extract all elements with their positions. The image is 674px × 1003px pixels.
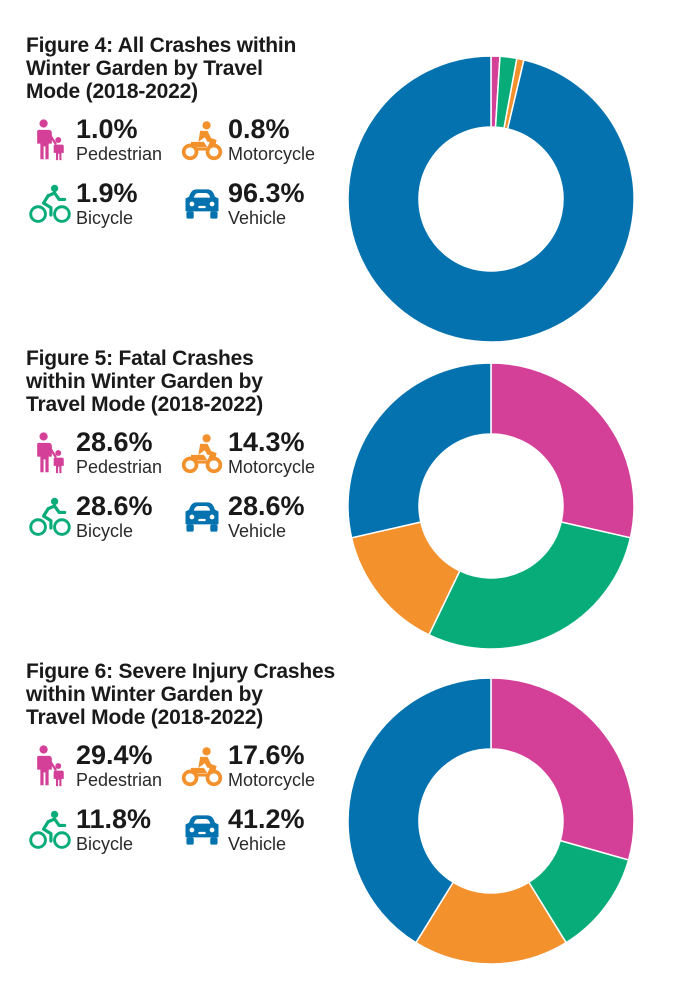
slice-vehicle [347,55,635,343]
legend-label: Bicycle [76,208,134,228]
legend-item-motorcycle: 0.8% Motorcycle [178,114,338,170]
legend-value: 29.4% [76,740,153,770]
legend-value: 11.8% [76,804,152,834]
pedestrian-icon [26,118,74,162]
figure-6: Figure 6: Severe Injury Crashes within W… [0,660,674,980]
legend-item-vehicle: 96.3% Vehicle [178,178,338,234]
legend-value: 96.3% [228,178,305,208]
donut-chart [346,676,636,966]
car-icon [178,808,226,852]
title-line: Figure 4: All Crashes within [26,34,297,57]
bicycle-icon [26,808,74,852]
figure-5: Figure 5: Fatal Crashes within Winter Ga… [0,347,674,657]
bicycle-icon [26,182,74,226]
legend-label: Vehicle [228,521,287,541]
title-line: Figure 5: Fatal Crashes [26,347,254,370]
legend-item-bicycle: 28.6% Bicycle [26,491,186,547]
legend-value: 0.8% [228,114,290,144]
legend-item-motorcycle: 14.3% Motorcycle [178,427,338,483]
slice-bicycle [427,521,632,650]
slice-pedestrian [490,362,635,539]
legend-value: 1.0% [76,114,138,144]
legend-item-motorcycle: 17.6% Motorcycle [178,740,338,796]
legend-value: 28.6% [76,491,153,521]
slice-pedestrian [490,677,635,861]
motorcycle-icon [178,431,226,475]
figure-4: Figure 4: All Crashes within Winter Gard… [0,34,674,344]
legend: 1.0% Pedestrian 0.8% Motorcycle 1.9% Bicycle 9… [26,114,356,254]
legend: 29.4% Pedestrian 17.6% Motorcycle 11.8% Bicyc… [26,740,356,880]
title-line: Travel Mode (2018-2022) [26,393,264,416]
legend-label: Vehicle [228,208,287,228]
legend-label: Pedestrian [76,770,163,790]
legend-item-pedestrian: 29.4% Pedestrian [26,740,186,796]
pedestrian-icon [26,431,74,475]
legend-item-vehicle: 41.2% Vehicle [178,804,338,860]
legend: 28.6% Pedestrian 14.3% Motorcycle 28.6% Bicyc… [26,427,356,567]
donut-chart [346,54,636,344]
donut-svg [347,677,635,965]
slice-vehicle [347,362,492,539]
slice-vehicle [347,677,492,944]
legend-item-vehicle: 28.6% Vehicle [178,491,338,547]
bicycle-icon [26,495,74,539]
figure-title: Figure 4: All Crashes within Winter Gard… [26,34,356,103]
figure-title: Figure 5: Fatal Crashes within Winter Ga… [26,347,356,416]
legend-label: Motorcycle [228,457,316,477]
title-line: Mode (2018-2022) [26,80,198,103]
legend-item-pedestrian: 28.6% Pedestrian [26,427,186,483]
title-line: Travel Mode (2018-2022) [26,706,264,729]
donut-svg [347,55,635,343]
title-line: within Winter Garden by [26,370,263,393]
legend-value: 28.6% [76,427,153,457]
title-line: Figure 6: Severe Injury Crashes [26,660,335,683]
figure-title: Figure 6: Severe Injury Crashes within W… [26,660,366,729]
car-icon [178,495,226,539]
legend-value: 28.6% [228,491,305,521]
legend-item-pedestrian: 1.0% Pedestrian [26,114,186,170]
legend-label: Bicycle [76,521,134,541]
legend-item-bicycle: 1.9% Bicycle [26,178,186,234]
legend-label: Motorcycle [228,770,316,790]
legend-item-bicycle: 11.8% Bicycle [26,804,186,860]
legend-label: Motorcycle [228,144,316,164]
legend-label: Vehicle [228,834,287,854]
motorcycle-icon [178,744,226,788]
legend-value: 17.6% [228,740,305,770]
legend-label: Pedestrian [76,144,163,164]
pedestrian-icon [26,744,74,788]
title-line: within Winter Garden by [26,683,263,706]
legend-value: 14.3% [228,427,305,457]
legend-label: Pedestrian [76,457,163,477]
legend-label: Bicycle [76,834,134,854]
car-icon [178,182,226,226]
legend-value: 1.9% [76,178,138,208]
legend-value: 41.2% [228,804,305,834]
donut-svg [347,362,635,650]
donut-chart [346,361,636,651]
motorcycle-icon [178,118,226,162]
title-line: Winter Garden by Travel [26,57,263,80]
